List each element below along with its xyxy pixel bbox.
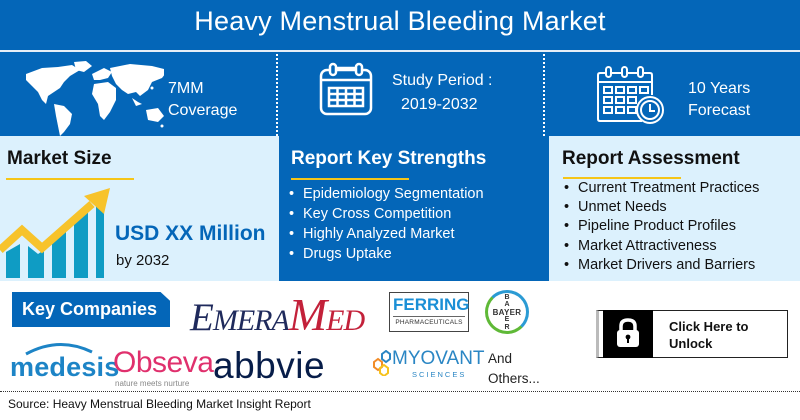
ferring-logo: FERRING PHARMACEUTICALS bbox=[389, 292, 470, 332]
study-period-cell: Study Period : 2019-2032 bbox=[278, 54, 543, 134]
list-item: Market Drivers and Barriers bbox=[562, 256, 759, 275]
study-period-value: 2019-2032 bbox=[401, 96, 478, 113]
source-text: Source: Heavy Menstrual Bleeding Market … bbox=[8, 397, 311, 411]
dotted-divider bbox=[543, 54, 545, 136]
emeramed-logo: EMERAMED bbox=[190, 288, 365, 341]
forecast-cell: 10 Years Forecast bbox=[545, 54, 800, 134]
report-assessment-title: Report Assessment bbox=[562, 148, 740, 169]
others-line-2: Others... bbox=[488, 371, 540, 386]
list-item: Drugs Uptake bbox=[287, 244, 484, 264]
coverage-text-2: Coverage bbox=[168, 102, 238, 119]
list-item: Key Cross Competition bbox=[287, 204, 484, 224]
logo-text: ED bbox=[326, 304, 365, 337]
logo-text: E bbox=[190, 296, 214, 339]
report-assessment-panel: Report Assessment Current Treatment Prac… bbox=[545, 136, 800, 281]
logo-text: MYOVANT bbox=[392, 348, 485, 369]
market-size-panel: Market Size USD XX Million by 2032 bbox=[0, 136, 277, 281]
logo-text: FERRING bbox=[393, 294, 470, 317]
list-item: Current Treatment Practices bbox=[562, 179, 759, 198]
list-item: Epidemiology Segmentation bbox=[287, 184, 484, 204]
footer-divider bbox=[0, 391, 800, 392]
obseva-logo: Obseva nature meets nurture bbox=[113, 346, 214, 388]
medesis-logo: medesis bbox=[10, 342, 120, 383]
list-item: Highly Analyzed Market bbox=[287, 224, 484, 244]
list-item: Market Attractiveness bbox=[562, 237, 759, 256]
calendar-icon bbox=[319, 62, 373, 116]
header-banner: Heavy Menstrual Bleeding Market 7MM Cove… bbox=[0, 0, 800, 136]
key-companies-label: Key Companies bbox=[12, 292, 170, 327]
key-strengths-list: Epidemiology Segmentation Key Cross Comp… bbox=[287, 184, 484, 264]
forecast-text-2: Forecast bbox=[688, 102, 751, 119]
unlock-button[interactable]: Click Here to Unlock bbox=[596, 310, 788, 358]
key-strengths-panel: Report Key Strengths Epidemiology Segmen… bbox=[277, 136, 545, 281]
lock-icon-box bbox=[603, 310, 653, 358]
medesis-arc-icon bbox=[25, 342, 93, 356]
logo-text: MERA bbox=[212, 304, 290, 337]
page-title: Heavy Menstrual Bleeding Market bbox=[194, 6, 606, 36]
title-underline bbox=[291, 178, 409, 180]
abbvie-logo: abbvie bbox=[213, 345, 326, 386]
title-divider bbox=[0, 50, 800, 52]
logo-text: medesis bbox=[10, 352, 120, 382]
title-underline bbox=[563, 177, 681, 179]
growth-chart-icon bbox=[0, 188, 110, 278]
title-underline bbox=[6, 178, 134, 180]
lock-icon bbox=[617, 318, 639, 347]
market-size-title: Market Size bbox=[7, 148, 112, 169]
logo-text: PHARMACEUTICALS bbox=[395, 319, 463, 326]
report-assessment-list: Current Treatment Practices Unmet Needs … bbox=[562, 179, 759, 275]
hexagon-icon bbox=[373, 350, 391, 376]
list-item: Unmet Needs bbox=[562, 198, 759, 217]
dotted-divider bbox=[276, 54, 278, 136]
logo-text: Obseva bbox=[113, 346, 214, 379]
others-line-1: And bbox=[488, 351, 513, 366]
list-item: Pipeline Product Profiles bbox=[562, 217, 759, 236]
calendar-clock-icon bbox=[597, 66, 664, 124]
forecast-text-1: 10 Years bbox=[688, 80, 751, 97]
market-size-year: by 2032 bbox=[116, 252, 170, 269]
logo-text: M bbox=[288, 289, 327, 340]
coverage-cell: 7MM Coverage bbox=[0, 54, 276, 136]
unlock-label: Click Here to Unlock bbox=[669, 318, 748, 352]
study-period-label: Study Period : bbox=[392, 72, 493, 89]
unlock-line-2: Unlock bbox=[669, 336, 713, 351]
unlock-line-1: Click Here to bbox=[669, 319, 749, 334]
logo-text: SCIENCES bbox=[412, 370, 467, 379]
world-map-icon bbox=[26, 61, 164, 136]
market-size-value: USD XX Million bbox=[115, 222, 266, 245]
and-others-text: And Others... bbox=[488, 349, 540, 389]
key-strengths-title: Report Key Strengths bbox=[291, 148, 487, 169]
coverage-text-1: 7MM bbox=[168, 80, 204, 97]
logo-text: BAYER bbox=[492, 308, 522, 317]
logo-tagline: nature meets nurture bbox=[115, 379, 190, 388]
